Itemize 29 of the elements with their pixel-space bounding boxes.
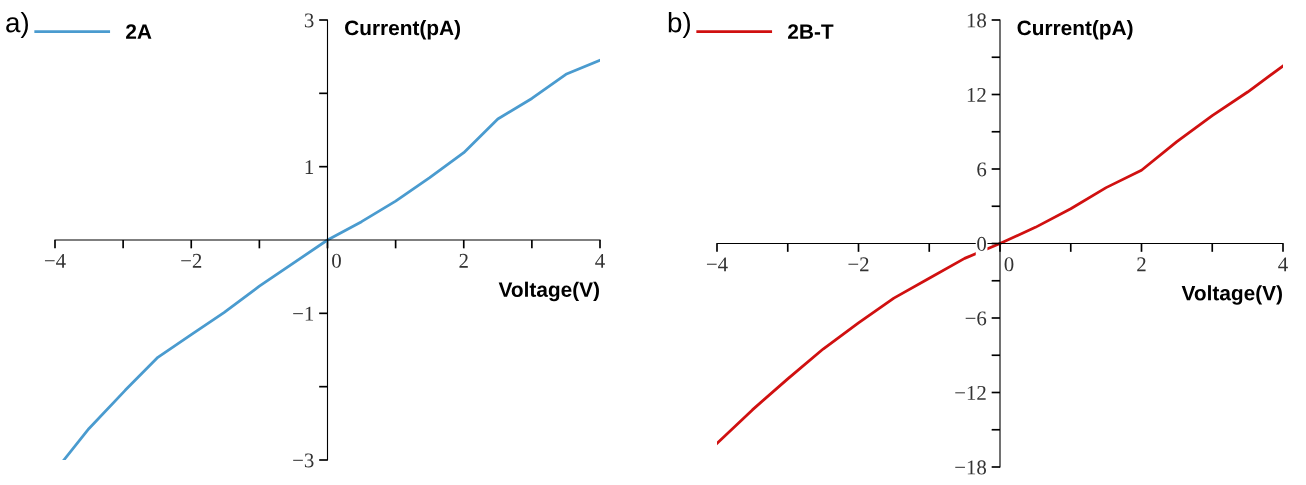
x-tick-label: 4 <box>1278 257 1288 272</box>
y-tick-label: 0 <box>977 236 987 251</box>
x-tick-label: 4 <box>595 253 605 268</box>
x-tick-label: 2 <box>459 253 468 268</box>
x-tick-label: −4 <box>706 257 728 272</box>
text: a) <box>6 12 28 38</box>
legend-label: 2A <box>126 24 152 39</box>
y-tick-label: −18 <box>955 460 987 475</box>
y-tick-label: 12 <box>967 87 986 102</box>
x-axis-title: Voltage(V) <box>498 281 599 302</box>
x-tick-label: 2 <box>1137 257 1146 272</box>
y-tick-label: −1 <box>293 306 314 321</box>
x-axis-title: Voltage(V) <box>1181 285 1282 305</box>
y-tick-label: 18 <box>967 13 987 28</box>
y-tick-label: 1 <box>305 160 314 174</box>
text: b) <box>668 12 690 38</box>
y-tick-label: −12 <box>955 385 986 400</box>
legend-label: 2B-T <box>788 24 834 39</box>
x-tick-label: −4 <box>44 253 66 268</box>
y-tick-label: −6 <box>965 311 987 326</box>
y-tick-label: 6 <box>977 162 987 177</box>
y-axis-title: Current(pA) <box>1017 20 1133 40</box>
y-tick-label: 3 <box>304 13 314 28</box>
x-tick-label: 0 <box>1004 257 1014 272</box>
x-tick-label: −2 <box>848 257 869 272</box>
x-tick-label: 0 <box>332 253 341 268</box>
x-tick-label: −2 <box>181 253 202 268</box>
y-tick-label: −3 <box>293 453 314 468</box>
y-axis-title: Current(pA) <box>345 20 461 40</box>
